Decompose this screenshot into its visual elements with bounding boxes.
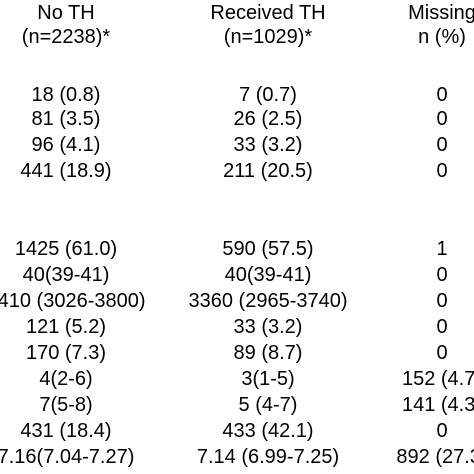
- cell-missing: 141 (4.3): [401, 394, 474, 416]
- column-header-received-th: Received TH: [210, 2, 326, 24]
- column-header-no-th-n: (n=2238)*: [21, 26, 111, 48]
- column-header-missing-n: n (%): [418, 26, 466, 48]
- cell-no-th: 4(2-6): [39, 368, 93, 390]
- cell-missing: 0: [436, 264, 448, 286]
- cell-missing: 0: [436, 134, 448, 156]
- cell-no-th: 40(39-41): [22, 264, 110, 286]
- cell-received-th: 7.14 (6.99-7.25): [196, 446, 340, 468]
- cell-no-th: 431 (18.4): [20, 420, 112, 442]
- cell-received-th: 40(39-41): [224, 264, 312, 286]
- cell-no-th: 1425 (61.0): [14, 238, 118, 260]
- cell-missing: 0: [436, 420, 448, 442]
- cell-missing: 0: [436, 84, 448, 106]
- cell-no-th: 96 (4.1): [31, 134, 101, 156]
- cell-received-th: 590 (57.5): [222, 238, 314, 260]
- cell-received-th: 7 (0.7): [239, 84, 297, 106]
- cell-received-th: 33 (3.2): [233, 316, 303, 338]
- cell-no-th: 441 (18.9): [20, 160, 112, 182]
- cell-received-th: 33 (3.2): [233, 134, 303, 156]
- cell-missing: 1: [436, 238, 448, 260]
- column-header-no-th: No TH: [37, 2, 95, 24]
- cell-no-th: 170 (7.3): [25, 342, 107, 364]
- cell-received-th: 89 (8.7): [233, 342, 303, 364]
- column-header-missing: Missing: [408, 2, 474, 24]
- cell-missing: 152 (4.7): [401, 368, 474, 390]
- cell-no-th: 121 (5.2): [25, 316, 107, 338]
- cell-no-th: 7.16(7.04-7.27): [0, 446, 135, 468]
- cell-received-th: 3(1-5): [241, 368, 295, 390]
- cell-no-th: 7(5-8): [39, 394, 93, 416]
- cell-received-th: 26 (2.5): [233, 108, 303, 130]
- column-header-received-th-n: (n=1029)*: [223, 26, 313, 48]
- cell-no-th: 3410 (3026-3800): [0, 290, 146, 312]
- cell-missing: 892 (27.3): [396, 446, 474, 468]
- cell-received-th: 5 (4-7): [238, 394, 298, 416]
- cell-missing: 0: [436, 316, 448, 338]
- cell-no-th: 81 (3.5): [31, 108, 101, 130]
- cell-missing: 0: [436, 160, 448, 182]
- cell-missing: 0: [436, 108, 448, 130]
- cell-received-th: 211 (20.5): [223, 160, 313, 182]
- cell-missing: 0: [436, 342, 448, 364]
- cell-no-th: 18 (0.8): [31, 84, 101, 106]
- cell-received-th: 433 (42.1): [222, 420, 314, 442]
- cell-missing: 0: [436, 290, 448, 312]
- cell-received-th: 3360 (2965-3740): [188, 290, 348, 312]
